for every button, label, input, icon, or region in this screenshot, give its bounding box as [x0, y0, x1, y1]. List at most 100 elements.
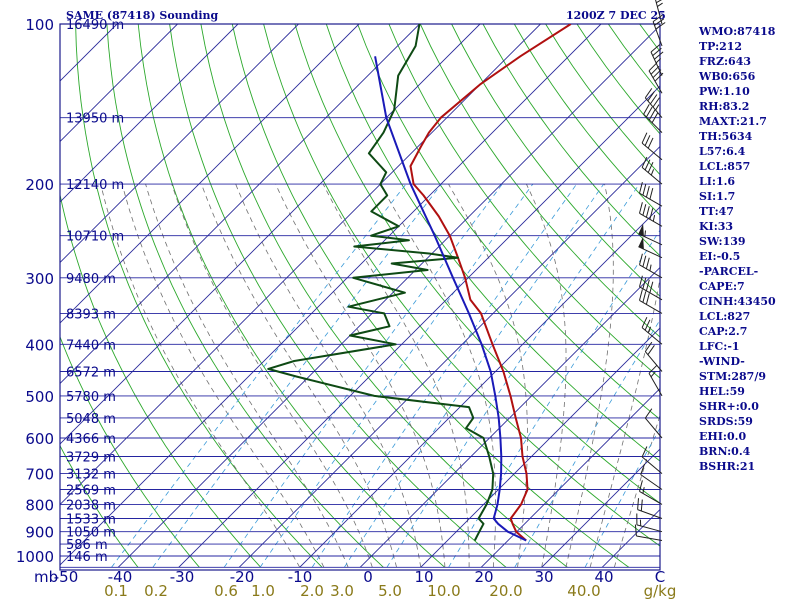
height-label: 3729 m: [66, 451, 116, 466]
index-item: LI:1.6: [699, 175, 736, 188]
dry-adiabat: [388, 24, 660, 379]
index-item: CAPE:7: [699, 280, 745, 293]
moist-adiabat: [201, 183, 397, 568]
parcel-line: [374, 56, 527, 542]
isotherm: [60, 24, 481, 445]
height-labels: 16490 m 13950 m 12140 m 10710 m 9480 m 8393 m…: [66, 18, 124, 565]
height-label: 5048 m: [66, 412, 116, 427]
height-label: 1050 m: [66, 526, 116, 541]
mixing-ratio-line: [111, 183, 407, 568]
wind-barb: [639, 181, 663, 207]
isotherm: [359, 266, 660, 568]
isotherm: [238, 145, 660, 568]
index-item: -WIND-: [699, 355, 745, 368]
moist-adiabat: [275, 183, 446, 568]
moist-adiabat: [235, 183, 422, 568]
index-item: STM:287/9: [699, 370, 766, 383]
mixing-ratio-tick-label: 5.0: [378, 582, 402, 600]
wind-barb: [641, 132, 663, 161]
temperature-unit-label: C: [655, 568, 665, 586]
mixing-ratio-tick-label: 0.1: [104, 582, 128, 600]
temperature-tick-label: -20: [230, 568, 255, 586]
wind-barb: [650, 44, 664, 76]
wind-barb: [641, 446, 663, 474]
moist-adiabat: [100, 184, 301, 568]
isotherm: [60, 24, 360, 324]
dry-adiabat: [200, 24, 568, 568]
temperature-tick-label: -30: [170, 568, 195, 586]
index-item: WB0:656: [699, 70, 756, 83]
isotherm: [60, 24, 239, 203]
dry-adiabat: [357, 24, 660, 420]
wind-barb: [639, 253, 663, 279]
indices-panel: WMO:87418 TP:212 FRZ:643 WB0:656 PW:1.10 RH:8…: [699, 24, 776, 474]
temperature-axis: -50 -40 -30 -20 -10 0 10 20 30 40 C: [54, 568, 665, 586]
mixing-ratio-line: [386, 183, 640, 568]
pressure-tick-label: 700: [25, 466, 54, 484]
index-item: -PARCEL-: [699, 265, 759, 278]
dry-adiabat: [263, 24, 660, 547]
index-item: PW:1.10: [699, 85, 750, 98]
height-label: 6572 m: [66, 366, 116, 381]
isotherm: [541, 448, 660, 568]
mixing-ratio-tick-label: 40.0: [567, 582, 600, 600]
height-label: 586 m: [66, 538, 108, 553]
isotherm: [60, 24, 420, 385]
isotherm: [60, 24, 299, 264]
plot-frame: [59, 23, 661, 571]
height-label: 9480 m: [66, 272, 116, 287]
index-item: TP:212: [699, 40, 743, 53]
index-item: SHR+:0.0: [699, 400, 759, 413]
dry-adiabat: [231, 24, 630, 568]
index-item: WMO:87418: [699, 25, 776, 38]
height-label: 7440 m: [66, 338, 116, 353]
index-item: BRN:0.4: [699, 445, 751, 458]
dewpoint-line: [267, 24, 495, 541]
mixing-ratio-tick-label: 10.0: [427, 582, 460, 600]
pressure-tick-label: 500: [25, 388, 54, 406]
height-label: 10710 m: [66, 230, 124, 245]
index-item: RH:83.2: [699, 100, 750, 113]
pressure-tick-label: 200: [25, 176, 54, 194]
temperature-tick-label: 20: [474, 568, 493, 586]
isotherm: [60, 24, 602, 566]
wind-barb: [641, 156, 663, 185]
mixing-ratio-line: [311, 183, 577, 568]
isotherm: [480, 387, 660, 568]
wind-barb: [644, 408, 663, 439]
wind-barbs: [634, 0, 666, 541]
index-item: L57:6.4: [699, 145, 746, 158]
dry-adiabat: [451, 24, 660, 297]
isotherm: [0, 24, 57, 567]
dry-adiabat: [419, 24, 660, 338]
background-grid: [0, 24, 800, 568]
isotherm: [60, 24, 178, 143]
dry-adiabat: [137, 24, 446, 568]
wind-barb: [639, 480, 663, 505]
wind-barb: [639, 275, 663, 301]
isotherm: [299, 206, 660, 568]
mixing-ratio-tick-label: 2.0: [300, 582, 324, 600]
pressure-unit-label: mb: [34, 568, 58, 586]
mixing-ratio-line: [584, 427, 660, 568]
index-item: HEL:59: [699, 385, 745, 398]
isotherm: [60, 24, 541, 506]
height-label: 13950 m: [66, 112, 124, 127]
mixing-ratio-line: [343, 183, 605, 568]
moist-adiabat: [322, 183, 470, 568]
wind-barb: [640, 463, 663, 490]
mixing-ratio-tick-label: 3.0: [330, 582, 354, 600]
mixing-ratio-line: [223, 183, 503, 568]
height-label: 146 m: [66, 550, 108, 565]
mixing-ratio-line: [448, 229, 660, 568]
temperature-tick-label: 0: [363, 568, 373, 586]
isotherm: [178, 85, 660, 568]
pressure-axis: 100 200 300 400 500 600 700 800 900 1000 mb: [16, 16, 58, 586]
wind-barb: [636, 513, 663, 533]
index-item: CAP:2.7: [699, 325, 748, 338]
dry-adiabat: [60, 444, 139, 568]
index-item: KI:33: [699, 220, 734, 233]
wind-barb: [644, 88, 663, 119]
pressure-tick-label: 400: [25, 336, 54, 354]
dry-adiabat: [796, 24, 800, 567]
